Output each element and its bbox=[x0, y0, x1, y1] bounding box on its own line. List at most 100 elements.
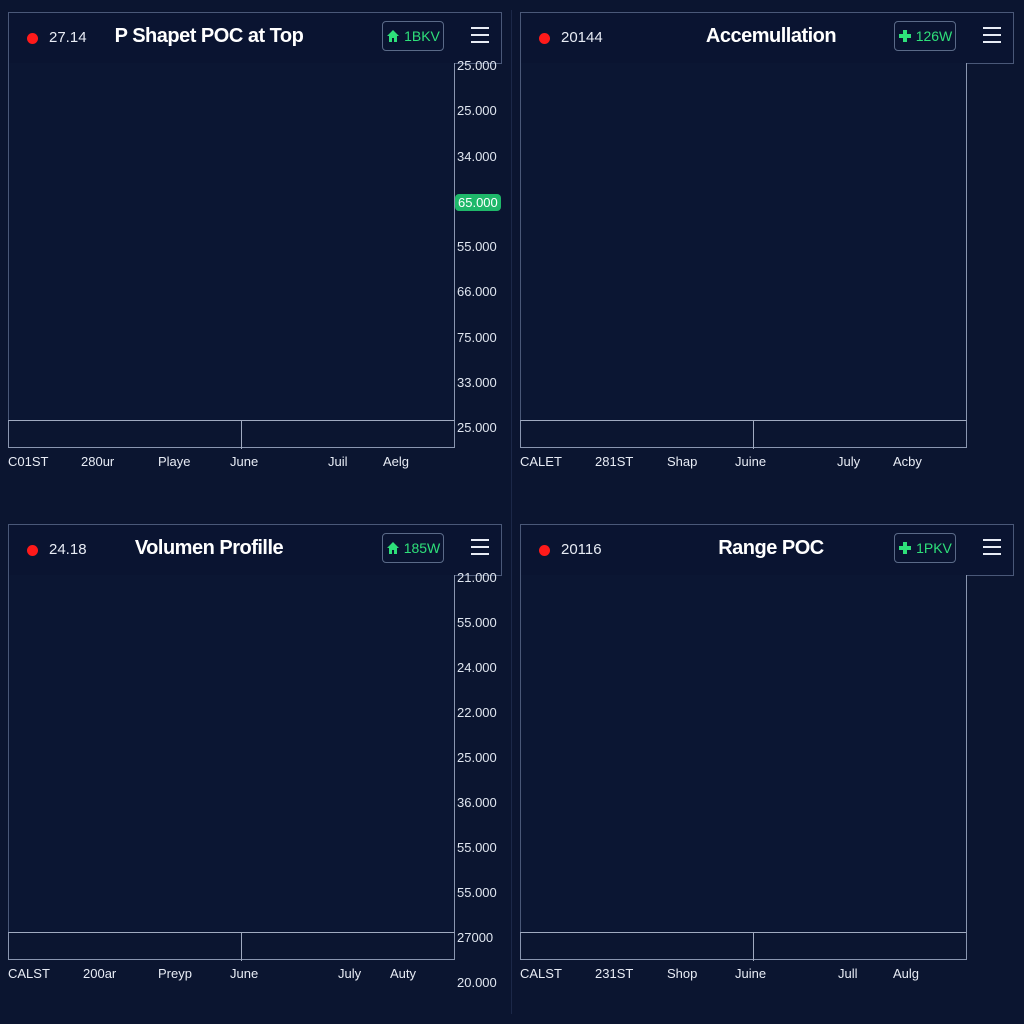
y-tick-label: 55.000 bbox=[457, 239, 497, 254]
x-axis bbox=[520, 420, 967, 449]
badge-label: 126W bbox=[915, 28, 953, 44]
x-tick-label: CALST bbox=[8, 966, 50, 981]
chart-title: P Shapet POC at Top bbox=[114, 25, 304, 47]
volume-badge-button[interactable]: 1PKV bbox=[894, 533, 956, 563]
menu-icon[interactable] bbox=[471, 539, 489, 555]
bars-svg bbox=[521, 575, 968, 932]
y-tick-label: 33.000 bbox=[457, 374, 497, 390]
y-tick-label: 36.000 bbox=[457, 795, 497, 810]
y-tick-label: 22.000 bbox=[457, 705, 497, 720]
live-dot-icon bbox=[27, 545, 38, 556]
x-tick-label: Preyp bbox=[158, 966, 192, 981]
bars-svg bbox=[9, 575, 456, 932]
panel-header: 24.18 Volumen Profille 185W bbox=[8, 524, 502, 576]
panel-header: 20144 Accemullation 126W bbox=[520, 12, 1014, 64]
y-tick-label: 55.000 bbox=[457, 885, 497, 900]
chart-panel: 20116 Range POC 1PKV CALST 231ST Shop Juine… bbox=[512, 512, 1024, 1024]
x-axis-labels: CALST 231ST Shop Juine Jull Aulg bbox=[520, 966, 960, 984]
x-axis-labels: CALST 200ar Preyp June July Auty bbox=[8, 966, 448, 984]
plot-area[interactable] bbox=[8, 63, 455, 420]
bars-svg bbox=[521, 63, 968, 420]
chart-title: Volumen Profille bbox=[134, 537, 284, 559]
x-tick-label: Juil bbox=[328, 454, 348, 469]
y-axis: 25.000 25.000 34.000 65.000 55.000 66.000 75.0… bbox=[455, 58, 515, 435]
x-tick-label: June bbox=[230, 966, 259, 981]
price-value: 20144 bbox=[561, 29, 603, 46]
y-axis: 21.000 55.000 24.000 22.000 25.000 36.000 55.0… bbox=[455, 570, 515, 990]
y-tick-label: 55.000 bbox=[457, 840, 497, 855]
menu-icon[interactable] bbox=[983, 27, 1001, 43]
y-tick-label: 25.000 bbox=[457, 58, 497, 73]
x-tick-label: June bbox=[230, 454, 259, 469]
y-tick-label: 66.000 bbox=[457, 284, 497, 300]
volume-badge-button[interactable]: 126W bbox=[894, 21, 956, 51]
live-dot-icon bbox=[27, 33, 38, 44]
chart-panel: 20144 Accemullation 126W CALET 281ST Shap J… bbox=[512, 0, 1024, 512]
x-tick-label: CALET bbox=[520, 454, 562, 469]
price-value: 24.18 bbox=[49, 541, 87, 558]
chart-panel: 27.14 P Shapet POC at Top 1BKV C01ST 280u… bbox=[0, 0, 512, 512]
plot-area[interactable] bbox=[8, 575, 455, 932]
x-tick-label: C01ST bbox=[8, 454, 49, 469]
plus-icon bbox=[899, 542, 912, 554]
y-tick-label: 20.000 bbox=[457, 975, 497, 990]
y-tick-label: 25.000 bbox=[457, 420, 497, 435]
badge-label: 185W bbox=[403, 540, 441, 556]
y-tick-label: 75.000 bbox=[457, 329, 497, 345]
x-axis bbox=[520, 932, 967, 961]
x-axis bbox=[8, 420, 455, 449]
menu-icon[interactable] bbox=[983, 539, 1001, 555]
bars-svg bbox=[9, 63, 456, 420]
x-axis-labels: CALET 281ST Shap Juine July Acby bbox=[520, 454, 960, 472]
x-tick-label: 280ur bbox=[81, 454, 115, 469]
y-tick-label: 65.000 bbox=[455, 193, 501, 211]
live-dot-icon bbox=[539, 545, 550, 556]
x-tick-label: 200ar bbox=[83, 966, 117, 981]
y-tick-label: 25.000 bbox=[457, 750, 497, 765]
x-tick-label: 281ST bbox=[595, 454, 634, 469]
x-tick-label: Acby bbox=[893, 454, 922, 469]
live-dot-icon bbox=[539, 33, 550, 44]
y-tick-label: 24.000 bbox=[457, 660, 497, 675]
x-tick-label: July bbox=[338, 966, 362, 981]
x-tick-label: Juine bbox=[735, 454, 767, 469]
plus-icon bbox=[898, 30, 911, 42]
plot-area[interactable] bbox=[520, 63, 967, 420]
chart-panel: 24.18 Volumen Profille 185W CALST 200ar Pr… bbox=[0, 512, 512, 1024]
panel-header: 20116 Range POC 1PKV bbox=[520, 524, 1014, 576]
menu-icon[interactable] bbox=[471, 27, 489, 43]
y-axis bbox=[967, 570, 1024, 940]
panel-header: 27.14 P Shapet POC at Top 1BKV bbox=[8, 12, 502, 64]
x-tick-label: Playe bbox=[158, 454, 191, 469]
plot-area[interactable] bbox=[520, 575, 967, 932]
x-tick-label: Jull bbox=[838, 966, 858, 981]
x-tick-label: Aelg bbox=[383, 454, 410, 469]
y-tick-label: 27000 bbox=[457, 930, 494, 945]
x-tick-label: July bbox=[837, 454, 861, 469]
x-tick-label: CALST bbox=[520, 966, 562, 981]
home-icon bbox=[386, 542, 399, 554]
chart-title: Accemullation bbox=[705, 25, 837, 47]
badge-label: 1BKV bbox=[404, 28, 440, 44]
x-tick-label: Shap bbox=[667, 454, 698, 469]
chart-title: Range POC bbox=[718, 537, 824, 559]
x-tick-label: Shop bbox=[667, 966, 698, 981]
x-axis-labels: C01ST 280ur Playe June Juil Aelg bbox=[8, 454, 448, 472]
y-tick-label: 21.000 bbox=[457, 570, 497, 585]
y-tick-label: 55.000 bbox=[457, 615, 497, 630]
x-tick-label: Auty bbox=[390, 966, 417, 981]
y-tick-label: 25.000 bbox=[457, 103, 497, 119]
price-value: 27.14 bbox=[49, 29, 87, 46]
home-icon bbox=[387, 30, 400, 42]
volume-badge-button[interactable]: 1BKV bbox=[382, 21, 444, 51]
price-value: 20116 bbox=[561, 541, 602, 558]
y-axis bbox=[967, 58, 1024, 428]
x-tick-label: 231ST bbox=[595, 966, 634, 981]
badge-label: 1PKV bbox=[916, 540, 952, 556]
x-tick-label: Aulg bbox=[893, 966, 920, 981]
x-tick-label: Juine bbox=[735, 966, 767, 981]
volume-badge-button[interactable]: 185W bbox=[382, 533, 444, 563]
x-axis bbox=[8, 932, 455, 961]
y-tick-label: 34.000 bbox=[457, 148, 497, 164]
vertical-divider bbox=[511, 10, 512, 1014]
